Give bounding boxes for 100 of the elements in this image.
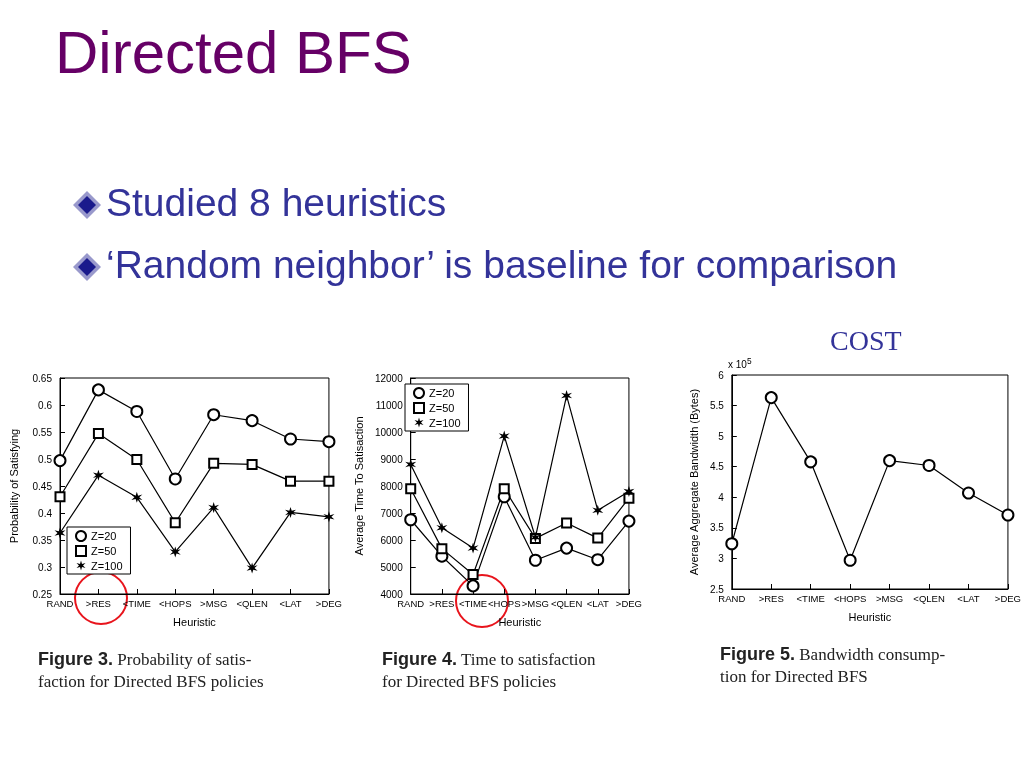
legend-label: Z=100 [429,416,461,429]
y-tick-label: 0.4 [38,507,53,519]
y-tick-label: 0.45 [32,480,53,492]
point [883,454,897,468]
point [436,522,448,534]
y-tick-label: 5000 [380,561,404,573]
point [285,475,297,487]
point [405,483,417,495]
y-tick-label: 6000 [380,534,404,546]
point [208,502,220,514]
point [764,391,778,405]
y-axis-title: Probability of Satisfying [7,428,20,544]
point [843,553,857,567]
caption: Figure 3. Probability of satis- [38,649,252,669]
x-tick-label: <LAT [279,597,302,609]
y-tick-label: 0.55 [32,426,53,438]
x-tick-label: <QLEN [913,592,945,604]
text: for Directed BFS policies [382,671,558,693]
x-tick-label: RAND [718,592,746,604]
point [131,491,143,503]
caption: Figure 4. Time to satisfaction [382,649,596,669]
y-tick-label: 0.25 [32,588,53,600]
point [246,562,258,574]
y-tick-label: 6 [718,369,725,381]
point [168,472,182,486]
chart-title: COST [830,325,902,357]
y-tick-label: 0.3 [38,561,53,573]
point [922,458,936,472]
point [404,513,418,527]
legend-label: Z=20 [429,387,455,399]
x-tick-label: >RES [429,597,455,609]
y-tick-label: 7000 [380,507,404,519]
point [498,430,510,442]
x-tick-label: <HOPS [159,597,192,609]
text: faction for Directed BFS policies [38,671,264,693]
y-tick-label: 0.65 [32,372,53,384]
point [322,435,336,449]
point [284,432,298,446]
x-tick-label: <TIME [458,597,488,609]
point [962,486,975,500]
x-tick-label: RAND [46,597,74,609]
point [92,428,104,440]
point [92,469,104,481]
point [246,458,258,470]
x-axis-title: Heuristic [173,615,217,628]
y-axis-title: Average Aggregate Bandwidth (Bytes) [687,388,700,576]
point [285,506,297,518]
point [623,492,635,504]
x-tick-label: >RES [85,597,111,609]
point [466,579,480,593]
text: x 10$^{5}$ [728,356,752,371]
point [592,532,604,544]
x-tick-label: >DEG [615,597,642,609]
caption: Figure 5. Bandwidth consump- [720,644,946,664]
point [623,485,635,497]
point [591,553,605,567]
text: ‘Random neighbor’ is baseline for comparison [106,243,898,287]
y-tick-label: 0.6 [38,399,53,411]
point [245,414,259,428]
y-tick-label: 3.5 [709,522,725,534]
point [561,517,573,529]
y-tick-label: 4000 [380,588,404,600]
x-tick-label: >DEG [994,592,1021,604]
x-tick-label: <QLEN [236,597,268,609]
point [130,404,144,418]
x-tick-label: >MSG [876,592,904,604]
x-tick-label: <HOPS [833,592,867,604]
y-axis-title: Average Time To Satisaction [352,416,365,556]
point [804,455,818,469]
point [467,542,479,554]
point [131,454,143,466]
x-tick-label: >MSG [200,597,228,609]
y-tick-label: 4 [718,491,725,503]
chart-title: Directed BFS [55,18,412,87]
x-tick-label: >MSG [521,597,549,609]
point [560,541,574,555]
point [54,527,66,539]
y-tick-label: 12000 [374,372,404,384]
y-tick-label: 0.5 [38,453,53,465]
x-axis-title: Heuristic [498,615,542,628]
point [323,511,335,523]
point [622,514,636,528]
y-tick-label: 8000 [380,480,404,492]
x-tick-label: RAND [397,597,425,609]
y-tick-label: 0.35 [32,534,53,546]
x-tick-label: <LAT [957,592,980,604]
y-tick-label: 9000 [380,453,404,465]
x-tick-label: <LAT [586,597,610,609]
point [54,491,66,503]
x-tick-label: <TIME [796,592,825,604]
y-tick-label: 5 [718,430,725,442]
y-tick-label: 11000 [375,399,404,411]
point [592,504,604,516]
point [169,546,181,558]
point [53,454,67,468]
point [561,390,573,402]
point [498,483,510,495]
point [436,543,448,555]
legend-label: Z=50 [429,402,455,414]
x-tick-label: >DEG [315,597,342,609]
